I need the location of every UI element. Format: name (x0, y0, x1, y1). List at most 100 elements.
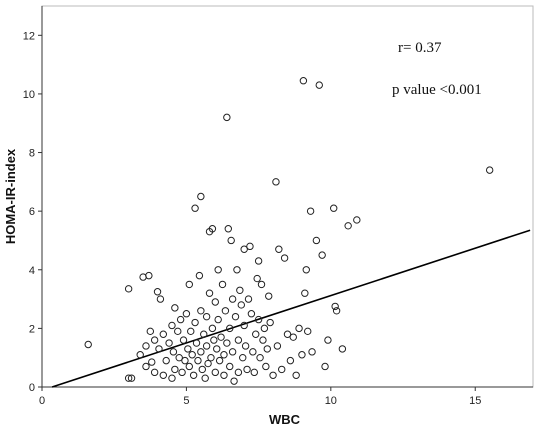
data-point (208, 324, 217, 333)
data-point (249, 348, 257, 356)
data-point (210, 336, 218, 344)
data-point (181, 356, 189, 365)
data-point (156, 295, 165, 303)
data-point (207, 353, 215, 362)
data-point (171, 365, 179, 374)
data-point (142, 342, 150, 350)
data-point (191, 204, 199, 212)
data-point (286, 356, 295, 365)
data-point (330, 204, 338, 212)
data-point (214, 266, 222, 274)
data-point (145, 271, 153, 280)
y-tick-label: 6 (29, 206, 35, 218)
data-point (226, 362, 234, 371)
data-point (136, 351, 144, 359)
data-point (191, 318, 199, 327)
data-point (159, 371, 168, 379)
data-point (269, 371, 277, 379)
data-point (221, 307, 230, 315)
data-point (256, 353, 264, 362)
data-point (185, 362, 194, 371)
data-point (301, 289, 309, 297)
data-point (198, 365, 206, 374)
data-point (275, 245, 283, 253)
data-point (227, 236, 235, 245)
data-point (211, 368, 219, 377)
data-point (299, 77, 308, 85)
data-point (237, 301, 245, 309)
data-point (187, 327, 195, 336)
data-point (185, 280, 194, 289)
data-point (262, 362, 270, 371)
data-point (228, 295, 237, 303)
data-point (230, 377, 238, 385)
data-point (178, 368, 186, 377)
data-point (353, 216, 361, 224)
data-point (253, 274, 261, 283)
points-group (84, 77, 494, 385)
y-tick-label: 2 (29, 323, 35, 335)
data-point (124, 285, 133, 293)
data-point (179, 336, 188, 344)
data-point (202, 312, 211, 321)
fit-line-group (51, 229, 531, 388)
data-point (127, 374, 136, 382)
y-tick-label: 4 (29, 265, 35, 277)
data-point (192, 339, 201, 347)
data-point (202, 342, 211, 350)
data-point (231, 312, 240, 321)
x-tick-label: 5 (183, 395, 189, 407)
y-tick-label: 10 (23, 89, 35, 101)
data-point (159, 330, 168, 338)
data-point (215, 356, 224, 365)
data-point (265, 292, 273, 300)
data-point (148, 358, 156, 366)
data-point (295, 324, 303, 333)
data-point (188, 351, 196, 359)
data-point (254, 257, 263, 265)
data-point (250, 368, 258, 377)
data-point (239, 353, 247, 362)
y-tick-label: 8 (29, 148, 35, 160)
data-point (205, 289, 214, 297)
data-point (278, 365, 286, 374)
data-point (201, 374, 209, 382)
data-point (254, 315, 263, 324)
data-point (315, 81, 323, 89)
data-point (304, 327, 312, 336)
data-point (244, 295, 253, 303)
plot-frame (41, 5, 534, 388)
data-point (233, 266, 241, 274)
data-point (234, 336, 243, 344)
data-point (240, 321, 248, 330)
data-point (217, 333, 225, 341)
data-point (234, 368, 243, 377)
data-point (220, 351, 228, 359)
data-point (247, 310, 256, 318)
data-point (153, 288, 162, 296)
data-point (289, 333, 297, 341)
data-point (197, 307, 205, 315)
axes (38, 5, 534, 391)
x-tick-label: 0 (39, 395, 45, 407)
data-point (260, 324, 269, 333)
data-point (246, 242, 254, 251)
data-point (302, 266, 310, 274)
data-point (312, 236, 321, 245)
p-value-annotation: p value <0.001 (392, 82, 482, 98)
data-point (223, 339, 231, 347)
data-point (292, 371, 300, 379)
data-point (263, 345, 271, 353)
data-point (146, 327, 155, 336)
data-point (175, 353, 183, 362)
x-tick-label: 15 (469, 395, 481, 407)
data-point (218, 280, 227, 289)
data-point (332, 307, 341, 315)
data-point (150, 336, 159, 344)
data-point (142, 362, 150, 371)
data-point (257, 280, 266, 289)
data-point (208, 225, 217, 233)
data-point (197, 192, 205, 201)
labels-group: 0 2 4 6 8 10 12 0 5 10 15 WBC HOMA-IR-index r= 0.37 p … (3, 30, 482, 427)
